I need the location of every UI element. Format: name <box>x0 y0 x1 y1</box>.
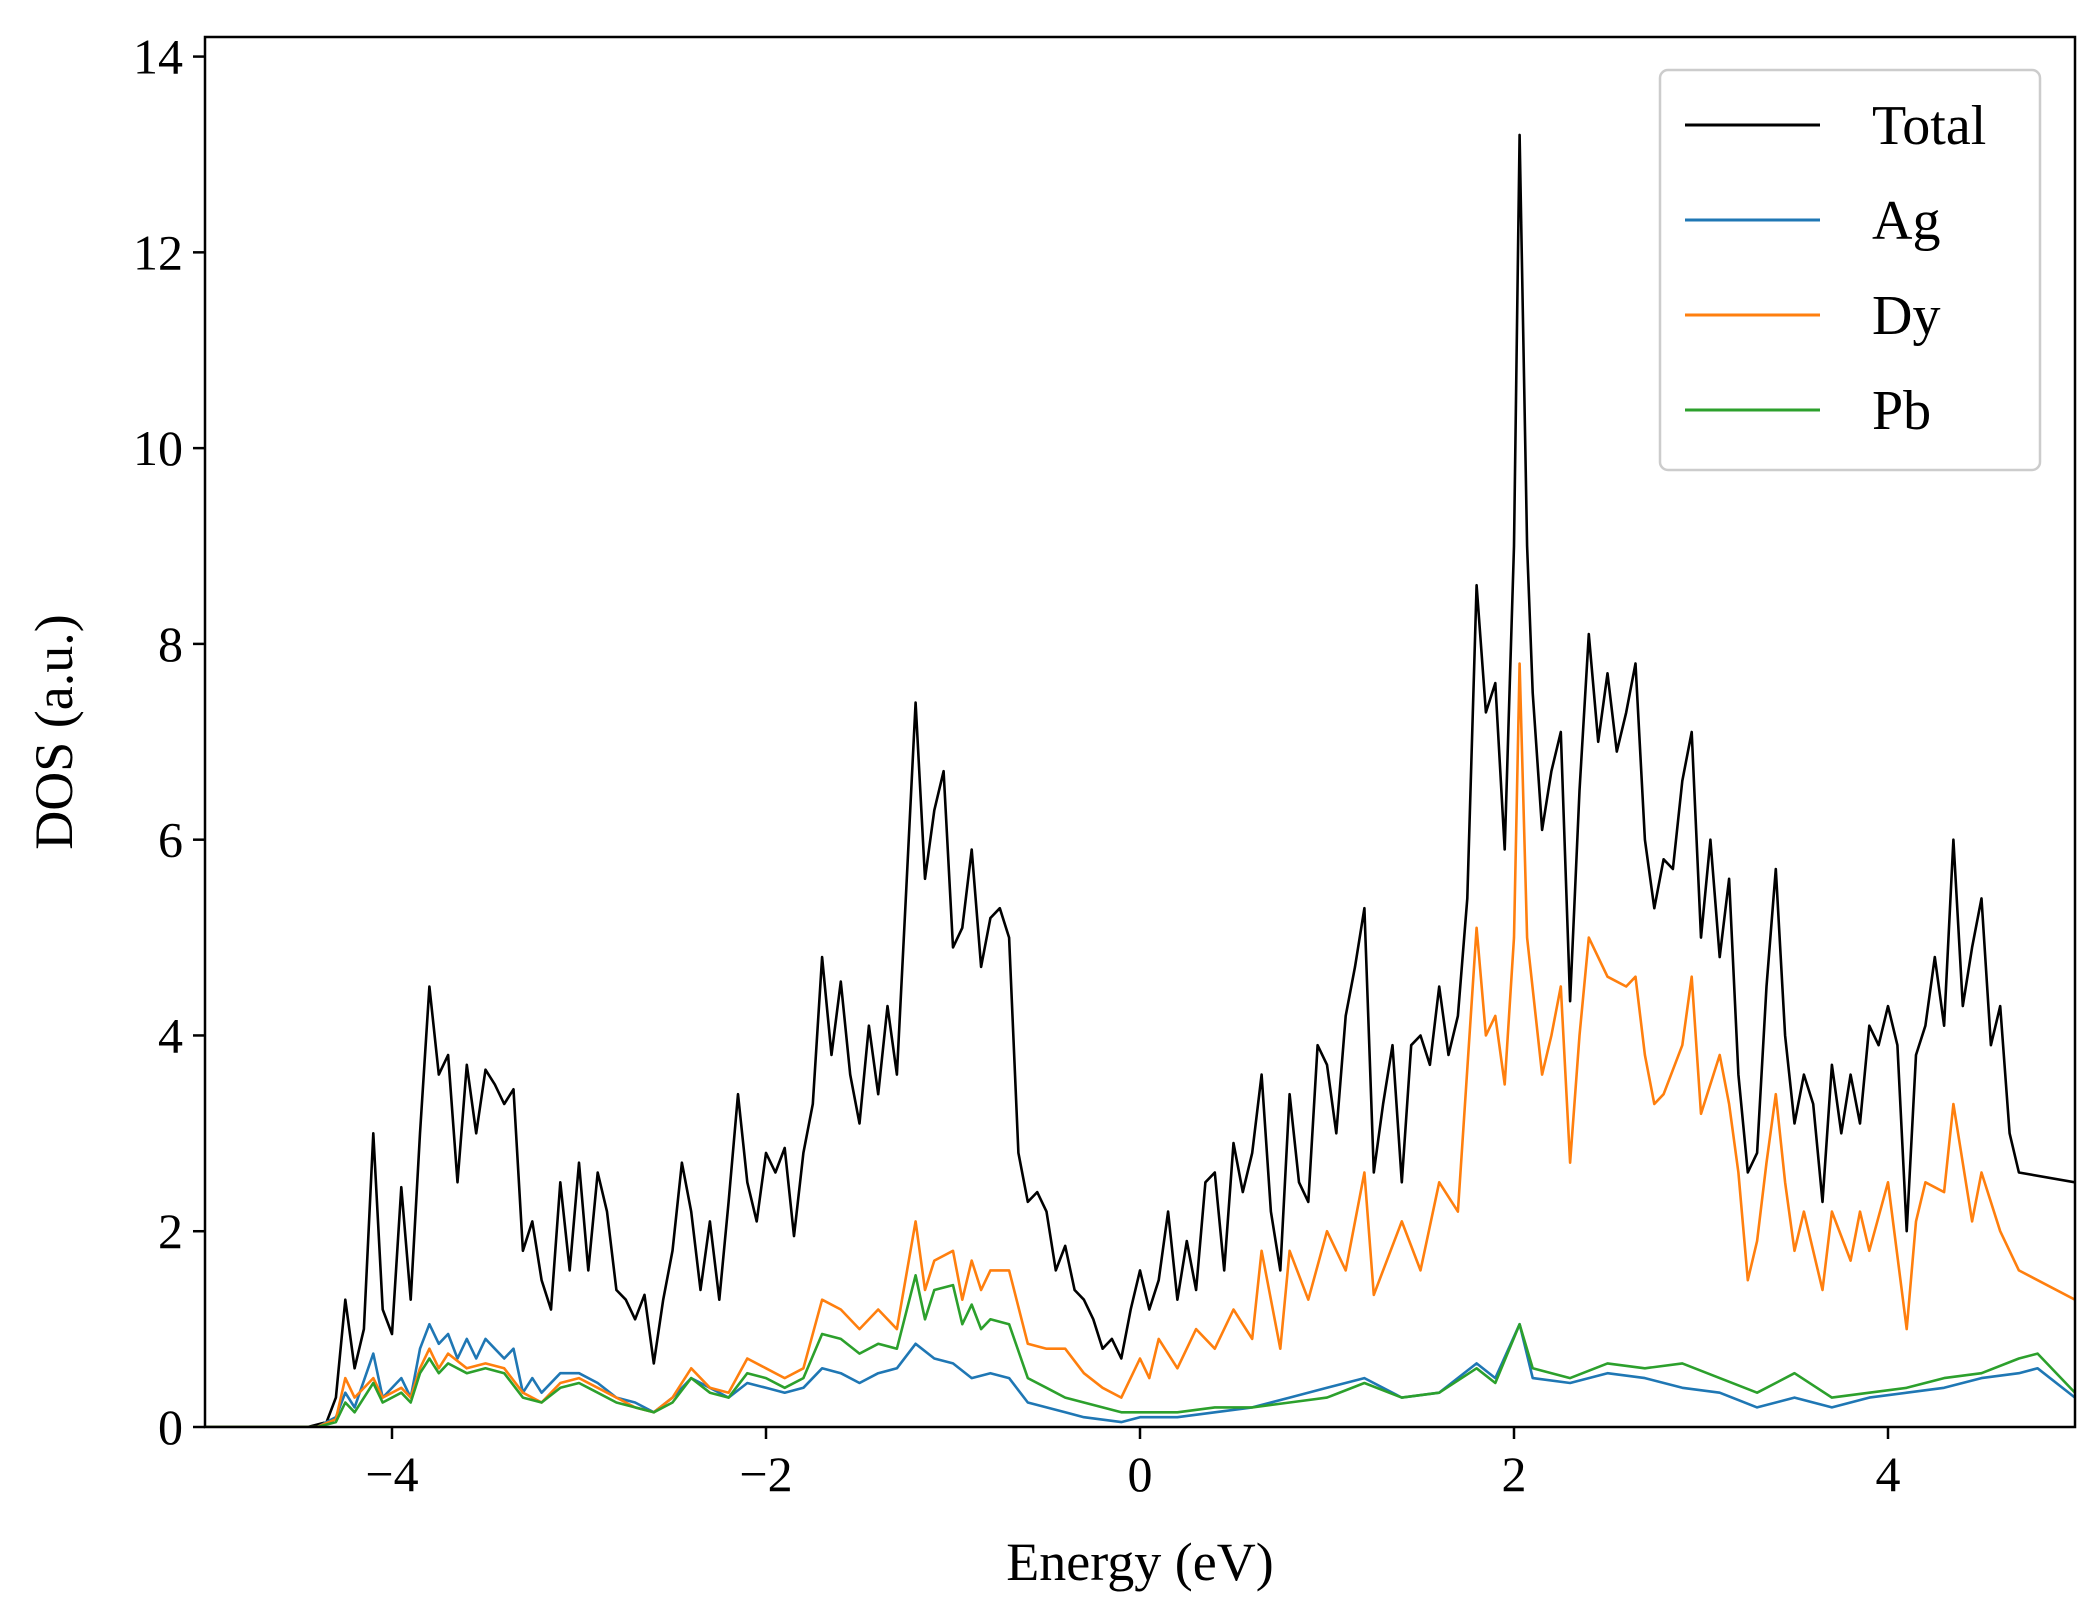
y-tick-label: 10 <box>133 420 183 476</box>
legend-entries: Total Ag Dy Pb <box>1685 95 1986 442</box>
y-axis-label: DOS (a.u.) <box>24 614 84 849</box>
series-line-total <box>205 133 2075 1427</box>
y-tick-label: 4 <box>158 1007 183 1063</box>
legend-box <box>1658 68 2042 472</box>
legend-label-ag: Ag <box>1872 190 1940 252</box>
y-axis: 0 2 4 6 8 10 12 14 <box>133 29 205 1455</box>
legend: Total Ag Dy Pb <box>1658 68 2042 472</box>
x-axis-label: Energy (eV) <box>1006 1532 1273 1592</box>
legend-label-dy: Dy <box>1872 285 1940 347</box>
y-tick-label: 6 <box>158 812 183 868</box>
series-line-dy <box>205 662 2075 1427</box>
y-tick-label: 2 <box>158 1203 183 1259</box>
x-tick-label: 4 <box>1876 1446 1901 1502</box>
series-layer <box>205 133 2075 1427</box>
y-tick-label: 0 <box>158 1399 183 1455</box>
legend-label-total: Total <box>1872 95 1986 157</box>
y-tick-label: 14 <box>133 29 183 85</box>
y-tick-label: 8 <box>158 616 183 672</box>
series-line-pb <box>205 1274 2075 1427</box>
x-axis: −4 −2 0 2 4 <box>365 1427 1901 1502</box>
x-tick-label: 0 <box>1128 1446 1153 1502</box>
x-tick-label: −2 <box>739 1446 792 1502</box>
series-line-ag <box>205 1322 2075 1427</box>
x-tick-label: −4 <box>365 1446 418 1502</box>
legend-label-pb: Pb <box>1872 380 1931 442</box>
x-tick-label: 2 <box>1502 1446 1527 1502</box>
y-tick-label: 12 <box>133 224 183 280</box>
